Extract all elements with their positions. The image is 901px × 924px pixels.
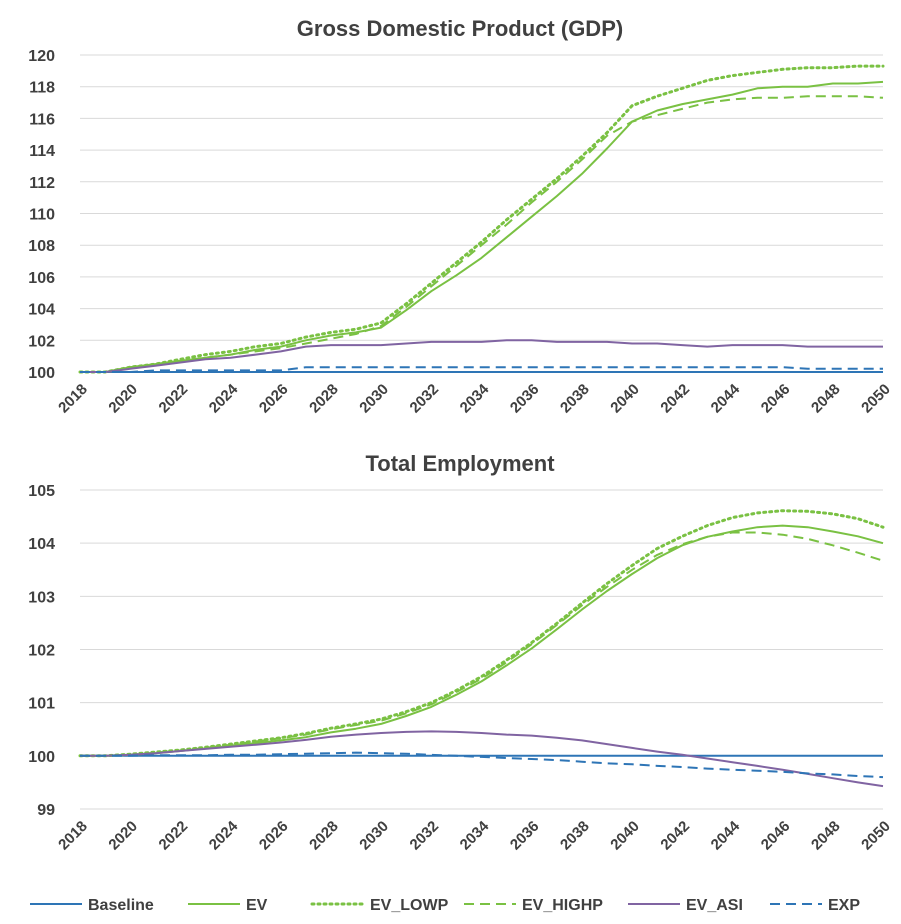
series-line-exp xyxy=(80,751,884,779)
x-tick-label: 2042 xyxy=(657,818,693,854)
legend-label: EXP xyxy=(828,897,860,914)
legend: Baseline EV EV_LOWP EV_HIGHP EV_ASI EXP xyxy=(30,897,860,914)
chart-title: Gross Domestic Product (GDP) xyxy=(297,16,623,41)
y-tick-label: 110 xyxy=(29,207,55,224)
series-line-ev-highp xyxy=(80,531,884,757)
y-tick-label: 116 xyxy=(29,111,55,128)
gdp-chart: 100 102 104 106 108 110 112 114 116 118 120 2018 202… xyxy=(28,48,894,416)
series-line-ev-highp xyxy=(80,95,884,373)
x-tick-label: 2026 xyxy=(256,818,292,854)
series-line-ev-asi xyxy=(80,730,884,788)
x-tick-label: 2044 xyxy=(708,380,744,416)
chart-title: Total Employment xyxy=(365,451,555,476)
x-tick-label: 2038 xyxy=(557,381,593,417)
y-tick-label: 102 xyxy=(28,333,55,350)
series-line-ev-lowp xyxy=(78,64,885,374)
x-tick-label: 2022 xyxy=(156,381,192,417)
x-tick-label: 2034 xyxy=(457,380,493,416)
x-tick-label: 2020 xyxy=(105,818,141,854)
series-line-ev-asi xyxy=(80,339,883,373)
x-tick-label: 2048 xyxy=(808,818,844,854)
y-tick-label: 102 xyxy=(28,643,55,660)
x-tick-label: 2040 xyxy=(607,818,643,854)
x-tick-label: 2032 xyxy=(407,818,443,854)
x-tick-label: 2044 xyxy=(708,817,744,853)
x-tick-label: 2046 xyxy=(758,818,794,854)
legend-label: Baseline xyxy=(88,897,154,914)
y-tick-label: 103 xyxy=(28,589,55,606)
y-tick-label: 101 xyxy=(28,696,55,713)
x-tick-label: 2040 xyxy=(607,381,643,417)
x-tick-label: 2036 xyxy=(507,381,543,417)
x-tick-label: 2046 xyxy=(758,381,794,417)
series-line-exp xyxy=(80,366,883,373)
y-tick-label: 120 xyxy=(28,48,55,65)
y-tick-label: 106 xyxy=(28,270,55,287)
y-tick-label: 114 xyxy=(29,143,55,160)
x-tick-label: 2018 xyxy=(55,381,91,417)
x-tick-label: 2038 xyxy=(557,818,593,854)
y-tick-label: 104 xyxy=(28,536,55,553)
x-tick-label: 2048 xyxy=(808,381,844,417)
employment-chart: 99 100 101 102 103 104 105 2018 2020 2022 2024 2026… xyxy=(28,483,894,853)
y-tick-label: 118 xyxy=(29,80,55,97)
x-tick-label: 2050 xyxy=(858,818,894,854)
y-tick-label: 100 xyxy=(28,749,55,766)
x-tick-label: 2024 xyxy=(206,817,242,853)
y-tick-label: 108 xyxy=(28,238,55,255)
x-tick-label: 2028 xyxy=(306,818,342,854)
series-line-ev-lowp xyxy=(78,509,885,758)
y-tick-label: 100 xyxy=(28,365,55,382)
x-tick-label: 2020 xyxy=(105,381,141,417)
x-tick-label: 2028 xyxy=(306,381,342,417)
x-tick-label: 2042 xyxy=(657,381,693,417)
y-tick-label: 112 xyxy=(29,175,55,192)
legend-label: EV_ASI xyxy=(686,897,743,914)
y-tick-label: 104 xyxy=(28,302,55,319)
y-tick-label: 99 xyxy=(37,802,55,819)
x-tick-label: 2018 xyxy=(55,818,91,854)
legend-label: EV_HIGHP xyxy=(522,897,603,914)
y-tick-label: 105 xyxy=(28,483,55,500)
series-line-ev xyxy=(80,80,884,373)
x-tick-label: 2024 xyxy=(206,380,242,416)
legend-label: EV_LOWP xyxy=(370,897,449,914)
x-tick-label: 2032 xyxy=(407,381,443,417)
x-tick-label: 2030 xyxy=(356,818,392,854)
x-tick-label: 2022 xyxy=(156,818,192,854)
x-tick-label: 2034 xyxy=(457,817,493,853)
x-tick-label: 2036 xyxy=(507,818,543,854)
x-tick-label: 2030 xyxy=(356,381,392,417)
legend-label: EV xyxy=(246,897,268,914)
x-tick-label: 2050 xyxy=(858,381,894,417)
x-tick-label: 2026 xyxy=(256,381,292,417)
series-line-ev xyxy=(80,524,884,757)
